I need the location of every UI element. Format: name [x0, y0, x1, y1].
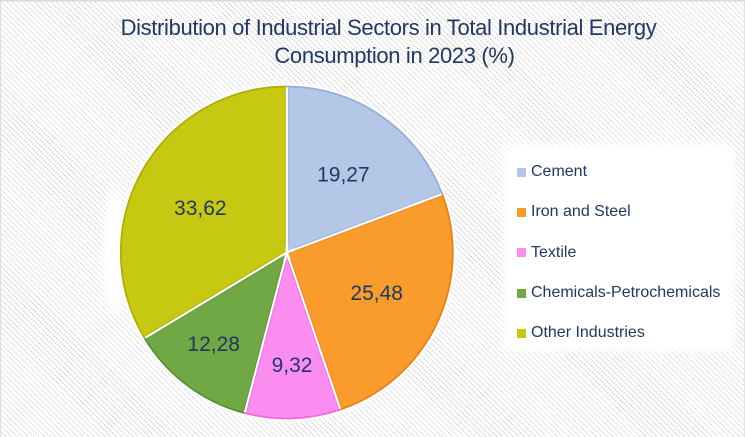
svg-text:33,62: 33,62	[174, 197, 227, 220]
svg-text:9,32: 9,32	[272, 354, 313, 377]
svg-text:12,28: 12,28	[187, 333, 240, 356]
svg-text:25,48: 25,48	[350, 282, 403, 305]
svg-text:19,27: 19,27	[317, 163, 370, 186]
